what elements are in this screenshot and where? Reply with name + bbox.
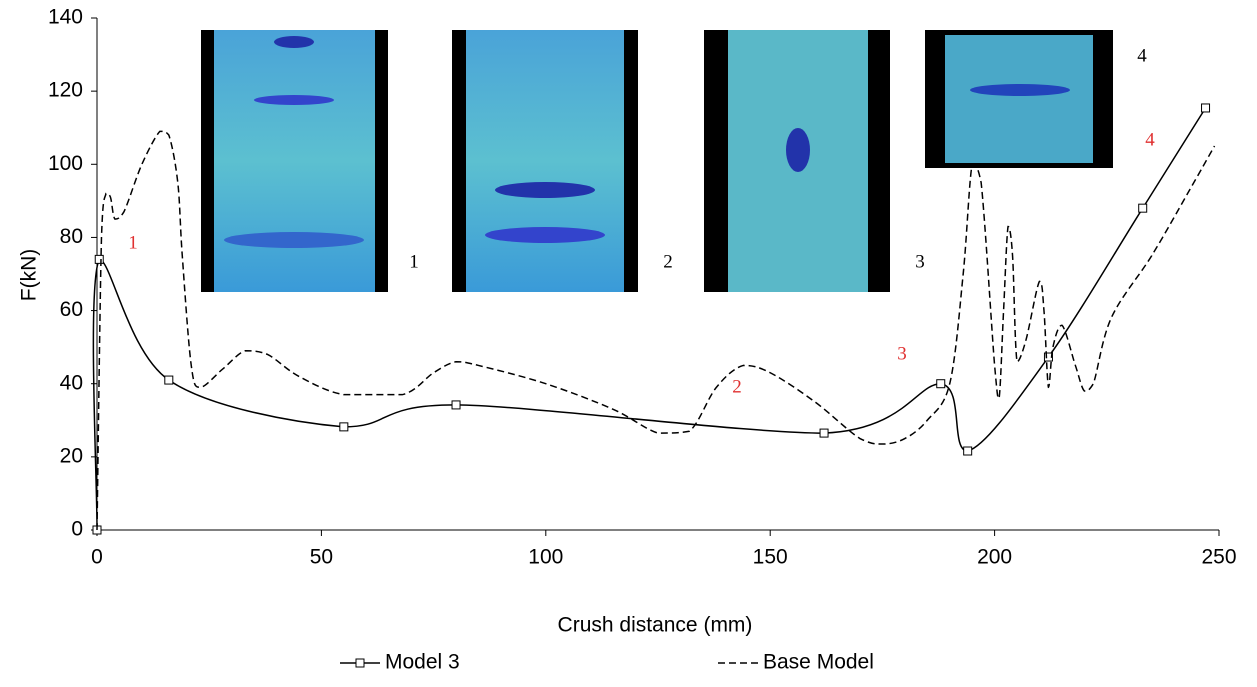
x-tick-label: 200 (977, 546, 1012, 569)
inset-image (224, 232, 364, 248)
annotation: 2 (732, 376, 742, 397)
y-tick-label: 60 (60, 298, 83, 321)
inset-image (485, 227, 605, 243)
y-tick-label: 20 (60, 444, 83, 467)
x-tick-label: 250 (1201, 546, 1236, 569)
y-tick-label: 0 (71, 518, 83, 541)
insets (201, 30, 1113, 292)
annotation: 4 (1145, 129, 1155, 150)
point-marker (1139, 204, 1147, 212)
inset-image (254, 95, 334, 105)
inset-image (970, 84, 1070, 96)
point-marker (820, 429, 828, 437)
inset-image (214, 30, 375, 292)
point-marker (165, 376, 173, 384)
y-tick-label: 140 (48, 6, 83, 29)
x-tick-label: 150 (753, 546, 788, 569)
inset-label: 4 (1137, 45, 1147, 66)
inset-image (466, 30, 624, 292)
y-tick-label: 100 (48, 152, 83, 175)
y-tick-label: 120 (48, 79, 83, 102)
legend-marker (356, 659, 364, 667)
x-tick-label: 0 (91, 546, 103, 569)
point-marker (340, 423, 348, 431)
point-marker (937, 380, 945, 388)
legend-label: Base Model (763, 651, 874, 674)
annotation: 1 (128, 232, 138, 253)
inset-label: 1 (409, 251, 419, 272)
inset-image (786, 128, 810, 172)
y-axis-title: F(kN) (18, 249, 41, 301)
annotation: 3 (897, 343, 907, 364)
inset-image (274, 36, 314, 48)
inset-label: 3 (915, 251, 925, 272)
inset-image (495, 182, 595, 198)
x-axis-title: Crush distance (mm) (558, 614, 753, 637)
x-tick-label: 50 (310, 546, 333, 569)
point-marker (452, 401, 460, 409)
point-marker (1202, 104, 1210, 112)
inset-image (945, 35, 1093, 163)
legend-label: Model 3 (385, 651, 460, 674)
point-marker (964, 447, 972, 455)
x-tick-label: 100 (528, 546, 563, 569)
y-tick-label: 80 (60, 225, 83, 248)
point-marker (95, 255, 103, 263)
inset-label: 2 (663, 251, 673, 272)
chart: Crush distance (mm) F(kN) 02040608010012… (0, 0, 1257, 687)
y-tick-label: 40 (60, 371, 83, 394)
